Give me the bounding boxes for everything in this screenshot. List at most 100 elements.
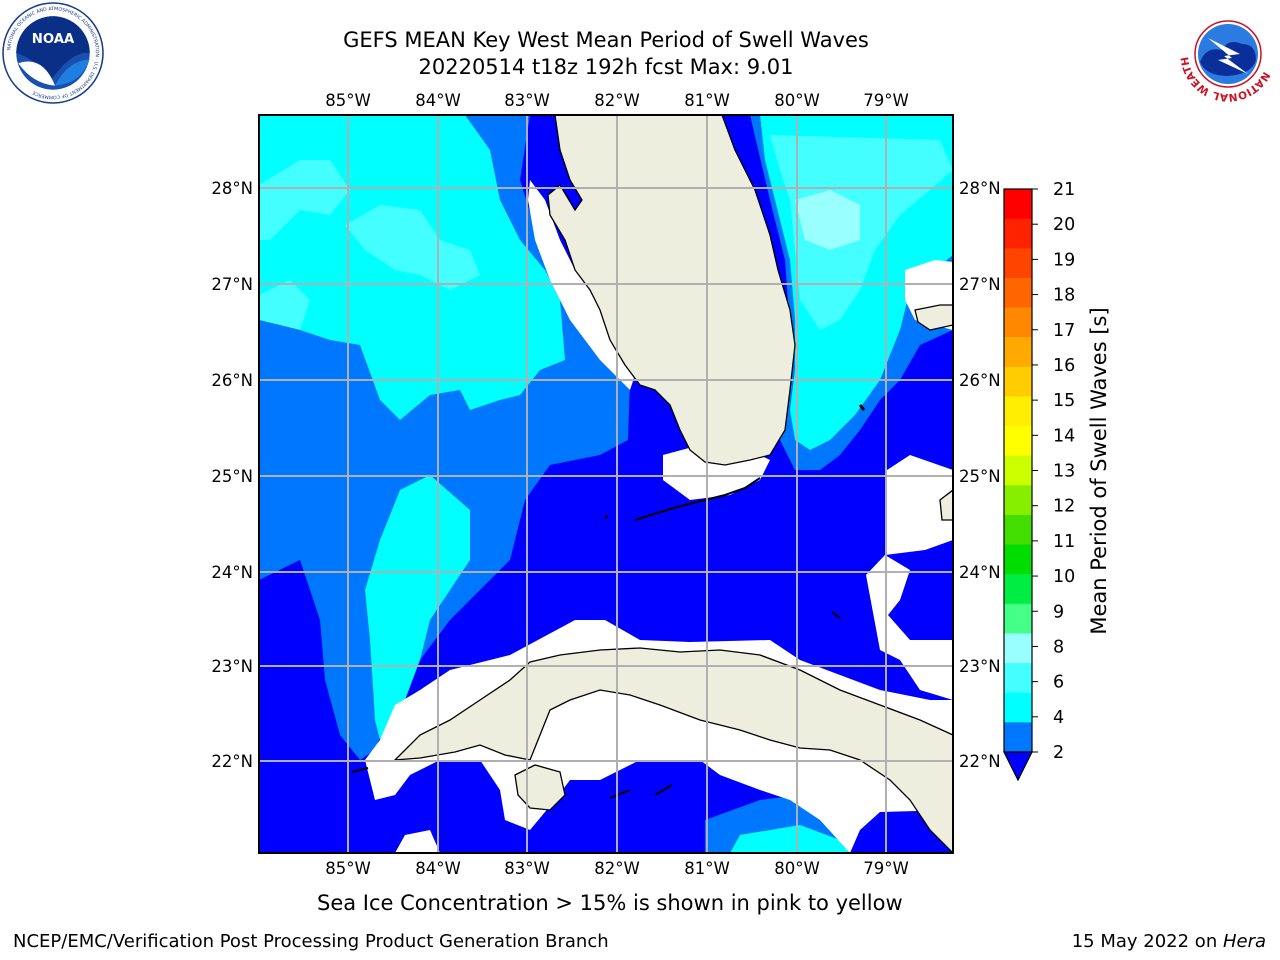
lat-labels-left: 28°N 27°N 26°N 25°N 24°N 23°N 22°N: [211, 179, 253, 771]
lat-labels-right: 28°N 27°N 26°N 25°N 24°N 23°N 22°N: [959, 179, 1001, 771]
footer-date-text: 15 May 2022 on: [1071, 931, 1223, 952]
field-6-7-se: [730, 825, 850, 853]
land-andros: [939, 489, 953, 521]
colorbar-tick-label: 17: [1053, 321, 1075, 341]
colorbar-tick-label: 15: [1053, 391, 1075, 411]
map-frame: [258, 114, 954, 854]
field-7-8-west2: [345, 205, 480, 290]
lat-label-right: 28°N: [959, 179, 1001, 198]
field-7-8-west3: [259, 280, 310, 330]
colorbar-segment: [1004, 189, 1032, 220]
colorbar-segment: [1004, 337, 1032, 368]
lon-labels-top: 85°W 84°W 83°W 82°W 81°W 80°W 79°W: [325, 91, 909, 110]
islet-4: [654, 784, 673, 796]
lon-label-top: 83°W: [504, 91, 550, 110]
lon-label-top: 82°W: [594, 91, 640, 110]
lat-label-left: 22°N: [211, 752, 253, 771]
land-cuba: [393, 647, 953, 853]
map-area: [259, 115, 953, 853]
islet-6: [858, 404, 866, 411]
lat-label-left: 23°N: [211, 657, 253, 676]
missing-sw: [395, 830, 440, 853]
colorbar-tick-label: 9: [1053, 602, 1064, 622]
lat-label-right: 25°N: [959, 467, 1001, 486]
lat-label-left: 27°N: [211, 275, 253, 294]
colorbar-tick-label: 8: [1053, 637, 1064, 657]
footer-date: 15 May 2022 on Hera: [1072, 931, 1266, 952]
colorbar-segment: [1004, 366, 1032, 397]
lon-label-bottom: 81°W: [684, 859, 730, 878]
colorbar-tick-label: 11: [1053, 532, 1075, 552]
field-8-9-east: [795, 190, 860, 250]
sea-ice-note: Sea Ice Concentration > 15% is shown in …: [317, 891, 903, 915]
lon-label-top: 80°W: [774, 91, 820, 110]
lon-label-bottom: 82°W: [594, 859, 640, 878]
colorbar-segment: [1004, 277, 1032, 309]
colorbar-segment: [1004, 426, 1032, 457]
lat-label-right: 27°N: [959, 275, 1001, 294]
colorbar-tick-label: 12: [1053, 497, 1075, 517]
colorbar-tick-label: 19: [1053, 250, 1075, 270]
colorbar-tick-label: 2: [1053, 743, 1064, 763]
colorbar-segment: [1004, 633, 1032, 664]
nws-logo: NATIONAL WEATHER SERVICE: [1178, 4, 1277, 103]
islet-3: [609, 789, 631, 799]
chart-title: GEFS MEAN Key West Mean Period of Swell …: [343, 28, 869, 52]
lon-label-top: 84°W: [415, 91, 461, 110]
field-7-8-west: [259, 160, 350, 240]
colorbar-segment: [1004, 396, 1032, 427]
colorbar-label: Mean Period of Swell Waves [s]: [1087, 307, 1111, 634]
colorbar-tick-label: 20: [1053, 215, 1075, 235]
land-grand-bahama: [914, 304, 953, 331]
colorbar-tick-label: 18: [1053, 286, 1075, 306]
colorbar-tick-label: 14: [1053, 426, 1075, 446]
colorbar-segment: [1004, 722, 1032, 753]
islet-5: [351, 767, 369, 773]
lon-label-top: 81°W: [684, 91, 730, 110]
florida-keys: [634, 477, 761, 521]
field-7-8-east: [770, 135, 953, 330]
colorbar-tick-label: 6: [1053, 673, 1064, 693]
lon-label-bottom: 80°W: [774, 859, 820, 878]
gridlines: [259, 115, 953, 853]
noaa-logo-text: NOAA: [32, 32, 75, 47]
lat-label-left: 24°N: [211, 563, 253, 582]
lat-label-right: 23°N: [959, 657, 1001, 676]
lat-label-right: 24°N: [959, 563, 1001, 582]
colorbar: 21 20 19 18 17 16 15 14 13 12 11 10 9 8 6 4 2: [1003, 180, 1075, 782]
lon-labels-bottom: 85°W 84°W 83°W 82°W 81°W 80°W 79°W: [325, 859, 909, 878]
islet-2: [831, 611, 841, 619]
colorbar-segment: [1004, 485, 1032, 516]
lat-label-right: 26°N: [959, 371, 1001, 390]
footer-credit: NCEP/EMC/Verification Post Processing Pr…: [13, 931, 609, 952]
colorbar-segment: [1004, 514, 1032, 546]
lon-label-top: 79°W: [863, 91, 909, 110]
colorbar-segment: [1004, 544, 1032, 575]
colorbar-tick-label: 16: [1053, 356, 1075, 376]
lon-label-bottom: 84°W: [415, 859, 461, 878]
lat-label-left: 26°N: [211, 371, 253, 390]
colorbar-tick-label: 13: [1053, 462, 1075, 482]
footer-host: Hera: [1222, 931, 1266, 952]
colorbar-tick-label: 10: [1053, 567, 1075, 587]
colorbar-segment: [1004, 603, 1032, 634]
noaa-logo: NOAA NATIONAL OCEANIC AND ATMOSPHERIC AD…: [2, 2, 104, 104]
colorbar-tick-label: 4: [1053, 708, 1064, 728]
colorbar-segment: [1004, 455, 1032, 486]
colorbar-segment: [1004, 307, 1032, 338]
lon-label-bottom: 79°W: [863, 859, 909, 878]
missing-bahamas: [885, 455, 953, 555]
field-6-7-south: [365, 475, 470, 740]
lon-label-top: 85°W: [325, 91, 371, 110]
colorbar-extend: [1003, 751, 1033, 782]
lat-label-right: 22°N: [959, 752, 1001, 771]
colorbar-segment: [1004, 574, 1032, 605]
chart-subtitle: 20220514 t18z 192h fcst Max: 9.01: [418, 55, 794, 79]
colorbar-segment: [1004, 248, 1032, 279]
colorbar-segment: [1004, 663, 1032, 694]
lon-label-bottom: 85°W: [325, 859, 371, 878]
colorbar-tick-label: 21: [1053, 180, 1075, 200]
missing-bahamas2: [866, 555, 953, 700]
colorbar-segment: [1004, 692, 1032, 723]
